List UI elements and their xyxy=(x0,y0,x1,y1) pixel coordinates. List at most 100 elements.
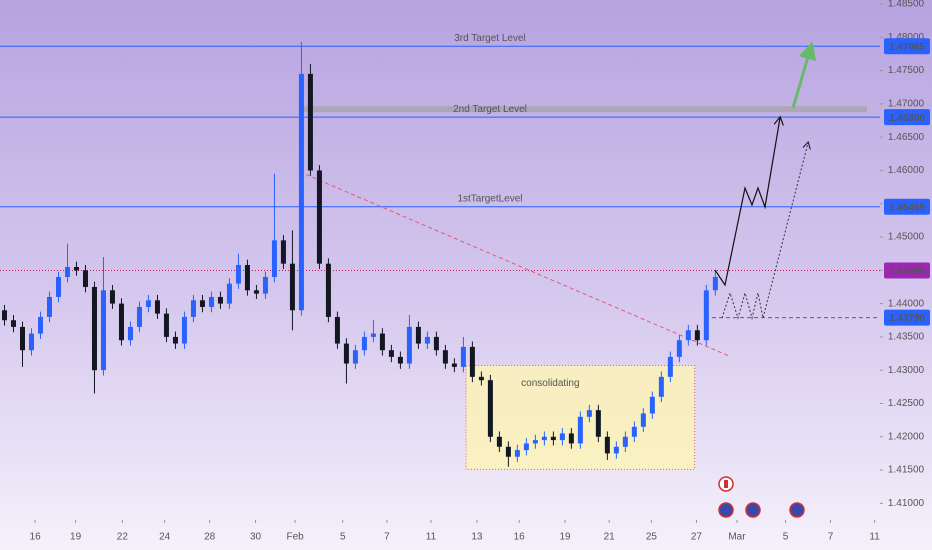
x-tick-label: 16 xyxy=(30,532,42,543)
x-tick-label: Feb xyxy=(287,532,305,543)
y-tick-label: 1.43000 xyxy=(888,365,925,376)
candle-body xyxy=(82,270,88,287)
y-tick-label: 1.48500 xyxy=(888,0,925,10)
price-tag xyxy=(884,262,930,279)
candle-body xyxy=(253,290,259,294)
candle-body xyxy=(181,316,187,344)
candle-body xyxy=(298,73,304,311)
candle-body xyxy=(541,436,547,441)
x-tick-label: 7 xyxy=(384,532,390,543)
candle-body xyxy=(55,276,61,297)
candle-body xyxy=(334,316,340,344)
candle-body xyxy=(163,313,169,337)
x-tick-label: 19 xyxy=(70,532,82,543)
target-arrow xyxy=(791,41,817,109)
candle-body xyxy=(532,440,538,444)
x-tick-label: 22 xyxy=(117,532,129,543)
x-tick-label: 13 xyxy=(471,532,483,543)
candle-body xyxy=(91,286,97,371)
candle-body xyxy=(649,396,655,414)
price-tag-label: 1.45455 xyxy=(889,202,926,213)
candle-body xyxy=(46,296,52,317)
candle-body xyxy=(460,346,466,367)
x-tick-label: 24 xyxy=(159,532,171,543)
x-tick-label: 30 xyxy=(250,532,262,543)
y-tick-label: 1.48000 xyxy=(888,32,925,43)
target-label: 3rd Target Level xyxy=(454,33,526,44)
x-tick-label: 5 xyxy=(340,532,346,543)
target-zone xyxy=(300,106,867,113)
candle-body xyxy=(442,350,448,364)
y-tick-label: 1.46500 xyxy=(888,132,925,143)
candle-body xyxy=(154,300,160,314)
candle-body xyxy=(469,346,475,377)
y-tick-label: 1.41000 xyxy=(888,498,925,509)
price-tag-label: 1.46800 xyxy=(889,113,926,124)
candle-body xyxy=(424,336,430,344)
event-icon xyxy=(745,502,761,518)
y-tick-label: 1.44000 xyxy=(888,298,925,309)
candle-body xyxy=(703,290,709,341)
candle-body xyxy=(19,326,25,351)
x-tick-label: 25 xyxy=(646,532,658,543)
candle-body xyxy=(316,170,322,264)
x-tick-label: 11 xyxy=(426,532,437,543)
candle-body xyxy=(172,336,178,344)
candle-body xyxy=(352,350,358,364)
candle-body xyxy=(505,446,511,457)
candle-body xyxy=(307,73,313,171)
candle-body xyxy=(208,296,214,307)
projection xyxy=(714,41,817,320)
candle-body xyxy=(226,283,232,304)
x-tick-label: 16 xyxy=(514,532,526,543)
candle-body xyxy=(145,300,151,307)
price-tag-label: 1.47865 xyxy=(889,42,926,53)
candle-body xyxy=(370,333,376,337)
candle-body xyxy=(559,433,565,441)
trendline xyxy=(299,171,729,357)
y-tick-label: 1.45000 xyxy=(888,232,925,243)
event-icons xyxy=(718,476,805,518)
candle-body xyxy=(118,303,124,341)
candle-body xyxy=(676,340,682,357)
candle-body xyxy=(73,266,79,271)
candle-body xyxy=(577,416,583,444)
x-tick-label: 19 xyxy=(560,532,572,543)
candle-body xyxy=(244,264,250,291)
plot-area: consolidating 3rd Target Level 2nd Target … xyxy=(0,33,880,470)
candle-body xyxy=(64,266,70,277)
event-icon-flag xyxy=(724,480,728,488)
candle-body xyxy=(604,436,610,454)
candle-body xyxy=(712,276,718,291)
candle-body xyxy=(451,363,457,367)
candle-body xyxy=(397,356,403,364)
candle-body xyxy=(217,296,223,304)
candle-body xyxy=(613,446,619,454)
candle-body xyxy=(10,320,16,327)
candle-body xyxy=(388,350,394,357)
projection-path xyxy=(714,118,780,287)
candle-body xyxy=(271,240,277,277)
y-tick-label: 1.42500 xyxy=(888,398,925,409)
target-label: 1stTargetLevel xyxy=(457,193,522,204)
y-tick-label: 1.47000 xyxy=(888,99,925,110)
event-icon xyxy=(789,502,805,518)
candle-body xyxy=(289,263,295,311)
price-tag xyxy=(884,109,930,126)
y-tick-label: 1.43500 xyxy=(888,332,925,343)
candle-body xyxy=(658,376,664,397)
candle-body xyxy=(631,426,637,437)
candle-body xyxy=(37,316,43,334)
candle-body xyxy=(568,433,574,444)
candle-body xyxy=(136,306,142,327)
x-tick-label: 11 xyxy=(869,532,880,543)
consolidation-label: consolidating xyxy=(521,378,579,389)
price-tag-label: 1.44498 xyxy=(889,266,926,277)
price-tag xyxy=(884,309,930,326)
candle-body xyxy=(325,263,331,317)
target-label: 2nd Target Level xyxy=(453,104,527,115)
candle-body xyxy=(379,333,385,351)
